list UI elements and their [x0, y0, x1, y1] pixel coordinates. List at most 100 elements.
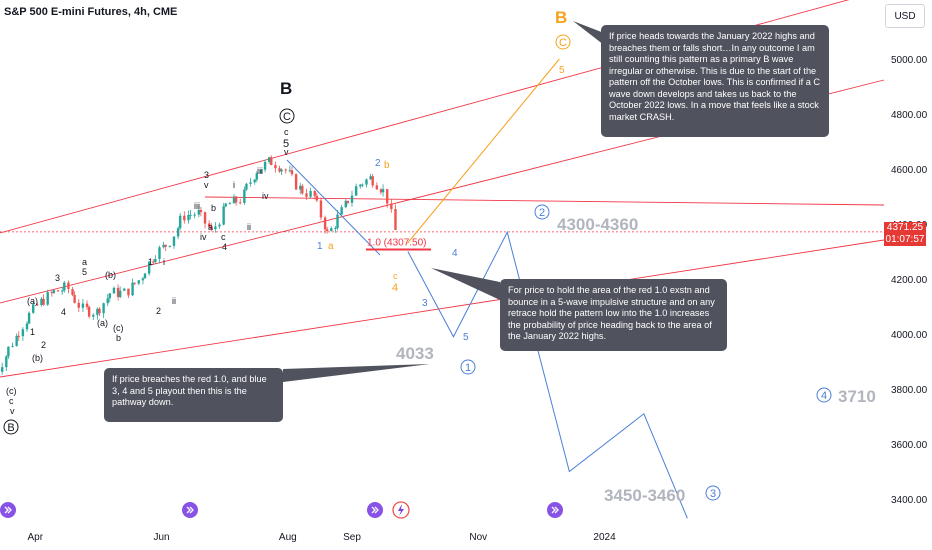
target-label-4033: 4033: [396, 344, 434, 363]
candle-body: [108, 293, 112, 299]
candle-body: [315, 195, 319, 201]
candle-body: [197, 209, 201, 215]
candle-body: [268, 157, 271, 162]
wave-label-orange-C: C: [559, 37, 567, 49]
last-price-tag: 4371.25: [884, 222, 926, 234]
target-label-4300-4360: 4300-4360: [557, 215, 638, 234]
wave-label-blue-3-small: 3: [422, 298, 428, 309]
bottom-markers[interactable]: [0, 501, 563, 519]
candle-body: [102, 303, 105, 314]
wave-label-black-c: c: [284, 127, 289, 137]
candle-body: [61, 290, 64, 292]
wave-label-b-small: b: [116, 333, 121, 343]
wave-label-blue-3-circle: [705, 485, 721, 501]
wave-label-blue-4: 4: [821, 390, 827, 402]
candle-body: [280, 169, 283, 172]
candle-body: [189, 214, 192, 216]
candle-body: [133, 282, 136, 284]
candle-body: [207, 223, 211, 227]
wave-label-blue-2-upper: 2: [375, 158, 381, 169]
candle-body: [385, 189, 389, 204]
candle-body: [46, 292, 49, 305]
candle-body: [344, 200, 347, 208]
candle-body: [17, 335, 20, 337]
wave-label-3-far: 3: [55, 273, 60, 283]
candle-body: [346, 200, 350, 203]
candle-body: [381, 189, 385, 193]
candle-body: [154, 258, 157, 262]
candle-body: [274, 165, 277, 169]
candle-body: [11, 345, 14, 347]
wave-label-b-paren: (b): [105, 270, 116, 280]
wave-label-black-B: B: [280, 79, 292, 98]
wave-label-c-left: c: [221, 232, 226, 242]
candle-body: [313, 190, 316, 196]
wave-label-black-5: 5: [283, 138, 289, 150]
orange-projection-line: [407, 58, 560, 244]
candle-body: [187, 214, 190, 221]
candle-body: [168, 245, 172, 247]
candle-body: [63, 282, 66, 291]
wave-label-ii-left: ii: [172, 296, 176, 306]
candle-body: [25, 323, 29, 330]
candle-body: [27, 312, 31, 324]
candle-body: [245, 183, 248, 190]
candle-body: [340, 207, 343, 215]
wave-label-black-B-low: B: [7, 422, 14, 434]
price-axis: 3400.003600.003800.004000.004200.004400.…: [891, 55, 928, 506]
candle-body: [5, 356, 8, 368]
candle-body: [330, 228, 333, 232]
candle-body: [365, 179, 368, 185]
channel-line-3: [0, 239, 885, 378]
candle-body: [234, 196, 238, 203]
wave-label-blue-1-circle: [460, 359, 476, 375]
wave-label-4-far: 4: [61, 307, 66, 317]
wave-label-1-left: 1: [148, 257, 153, 267]
candle-body: [199, 209, 203, 213]
candle-body: [224, 203, 227, 207]
candle-body: [371, 176, 374, 186]
wave-label-blue-3: 3: [710, 488, 716, 500]
wave-label-orange-4: 4: [392, 282, 398, 294]
candle-body: [50, 292, 54, 294]
projections: 1.0 (4307.50): [283, 21, 688, 519]
candle-body: [379, 189, 383, 193]
candle-body: [299, 185, 302, 190]
wave-label-i-mid: i: [233, 180, 235, 190]
wave-label-a-paren-2: (a): [97, 318, 108, 328]
y-tick-label: 5000.00: [891, 55, 928, 66]
candle-body: [323, 217, 327, 230]
candle-body: [253, 179, 256, 183]
candle-body: [222, 206, 225, 225]
purple-target-glyph: [4, 506, 12, 514]
wave-label-orange-5: 5: [559, 65, 565, 76]
wave-label-1-far: 1: [30, 327, 35, 337]
wave-label-iii-left: iii: [194, 201, 200, 211]
candle-body: [249, 182, 252, 184]
candle-body: [319, 200, 323, 218]
candle-body: [255, 173, 258, 180]
wave-label-v-low: v: [10, 406, 15, 416]
candle-body: [210, 226, 213, 230]
candle-body: [232, 196, 236, 204]
wave-label-3-left: 3: [204, 170, 209, 180]
candle-body: [98, 308, 101, 314]
wave-label-2-left: 2: [156, 306, 161, 316]
currency-selector[interactable]: USD: [885, 4, 925, 28]
candle-body: [178, 215, 182, 229]
candle-body: [143, 273, 147, 279]
note-bottom-left: If price breaches the red 1.0, and blue …: [104, 368, 283, 422]
wave-label-blue-4-circle: [816, 387, 832, 403]
candle-body: [0, 367, 4, 372]
candle-body: [183, 215, 186, 221]
candle-body: [259, 169, 263, 174]
countdown-tag: 01:07:57: [884, 234, 926, 246]
candle-body: [263, 161, 267, 170]
y-tick-label: 3400.00: [891, 495, 928, 506]
candle-body: [137, 280, 140, 284]
candle-body: [288, 170, 292, 172]
candle-body: [36, 304, 39, 306]
candle-body: [85, 303, 89, 307]
target-label-3710: 3710: [838, 387, 876, 406]
